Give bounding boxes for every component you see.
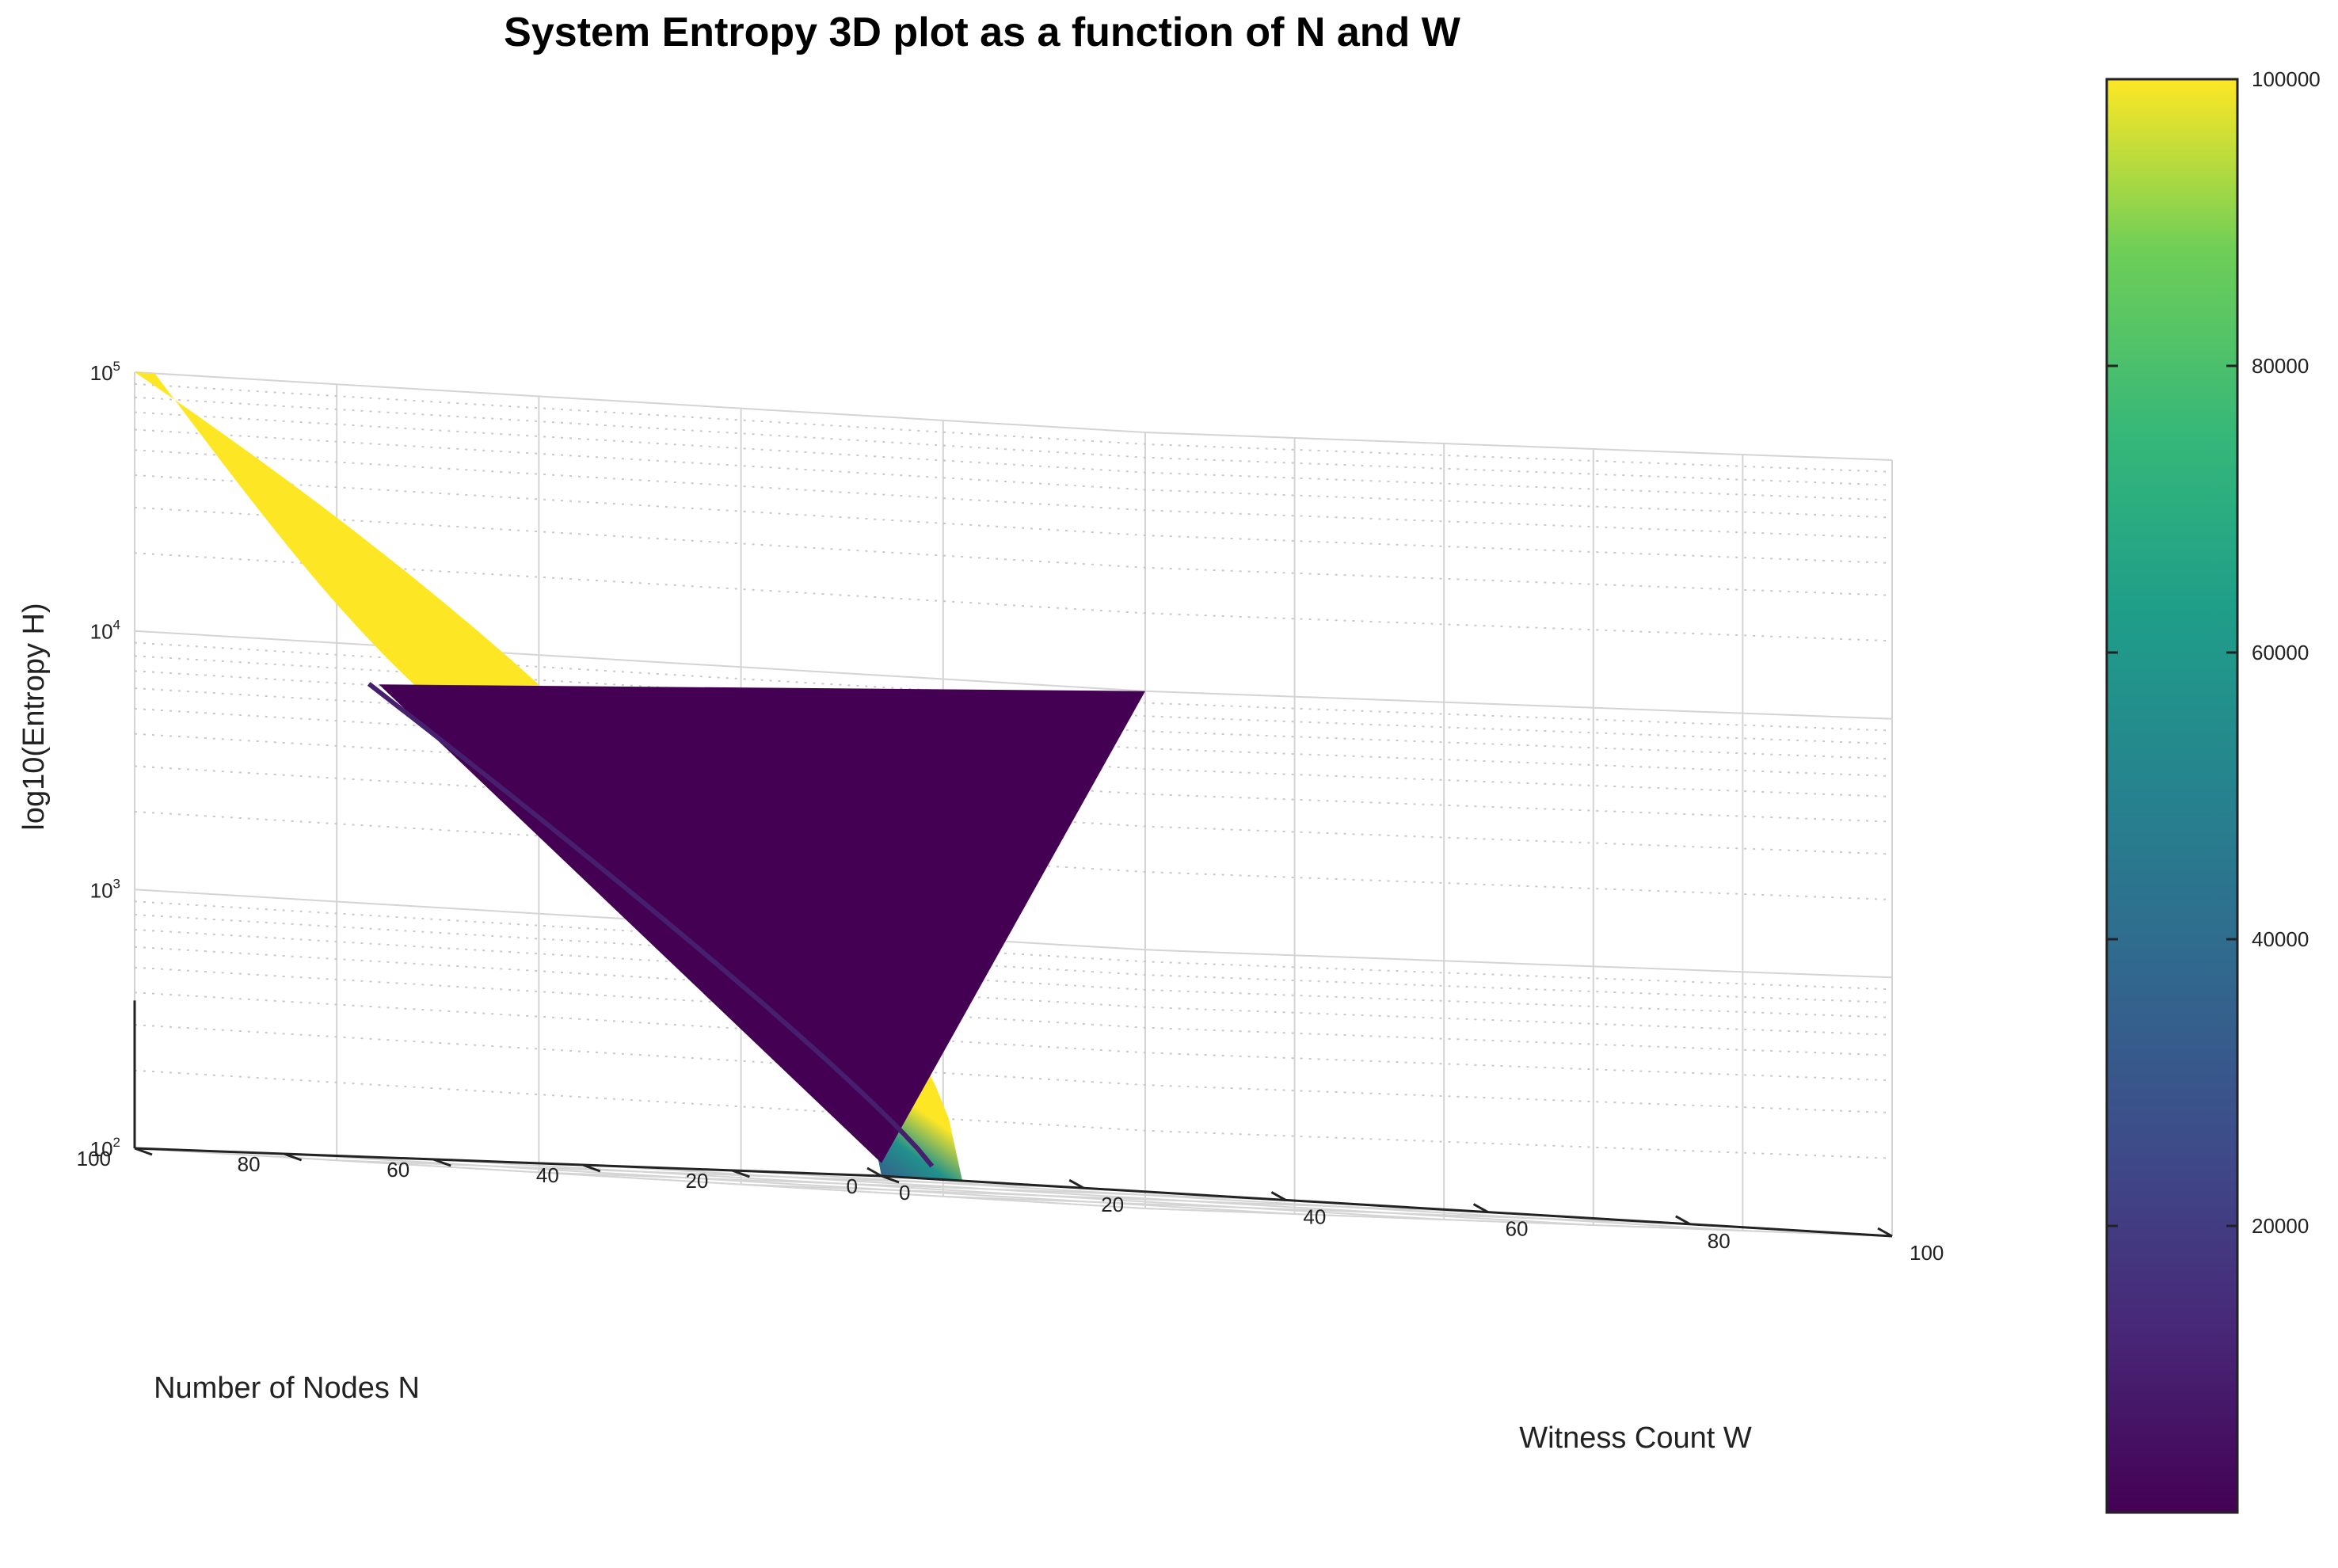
wall-minor-line	[134, 811, 1893, 900]
wall-minor-line	[134, 708, 1893, 797]
wall-minor-line	[134, 474, 1893, 564]
n-tick-label: 0	[847, 1174, 858, 1198]
wall-minor-line	[134, 655, 1893, 745]
z-tick-exponent: 4	[113, 618, 120, 633]
wall-minor-line	[134, 928, 1893, 1018]
w-tick-label: 40	[1303, 1205, 1326, 1228]
wall-minor-line	[134, 411, 1893, 501]
colorbar-gradient	[2105, 78, 2239, 1514]
n-tick-label: 100	[77, 1147, 111, 1170]
w-tick-label: 20	[1101, 1193, 1124, 1216]
colorbar-tick-label: 100000	[2252, 67, 2321, 91]
z-tick-label: 103	[90, 876, 120, 902]
n-tick-label: 40	[536, 1163, 559, 1187]
n-axis-line	[134, 1147, 882, 1178]
colorbar-tick-label: 20000	[2252, 1214, 2309, 1238]
wall-minor-line	[134, 946, 1893, 1036]
colorbar-tick-label: 40000	[2252, 927, 2309, 951]
wall-minor-line	[134, 1069, 1893, 1159]
floor-grid-line-n	[732, 1170, 1743, 1231]
colorbar: 20000 40000 60000 80000 100000	[2105, 67, 2321, 1514]
n-tick	[284, 1152, 303, 1162]
wall-minor-line	[134, 396, 1893, 486]
wall-minor-line	[134, 506, 1893, 596]
wall-minor-line	[134, 914, 1893, 1003]
z-tick-exponent: 3	[113, 876, 120, 891]
wall-minor-line	[134, 641, 1893, 732]
w-tick	[1068, 1178, 1084, 1189]
wall-minor-line	[134, 670, 1893, 760]
wall-minor-line	[134, 1024, 1893, 1114]
z-tick-exponent: 2	[113, 1135, 120, 1150]
w-tick	[1877, 1227, 1893, 1238]
w-tick	[1270, 1191, 1287, 1201]
n-tick	[134, 1147, 153, 1156]
wall-minor-line	[134, 733, 1893, 823]
w-tick-label: 80	[1708, 1229, 1731, 1253]
colorbar-tick-label: 60000	[2252, 641, 2309, 664]
surface-layer	[135, 372, 1145, 1182]
wall-minor-line	[134, 552, 1893, 642]
colorbar-tick-label: 80000	[2252, 354, 2309, 378]
n-tick-label: 20	[685, 1169, 708, 1193]
wall-minor-line	[134, 687, 1893, 778]
w-tick	[1472, 1203, 1489, 1213]
floor-grid-line-n	[582, 1164, 1594, 1226]
w-tick	[866, 1166, 882, 1178]
z-tick-label: 105	[90, 359, 120, 385]
n-tick	[881, 1174, 900, 1184]
wall-minor-line	[134, 449, 1893, 539]
x-axis-label: Witness Count W	[1519, 1421, 1752, 1455]
wall-minor-line	[134, 428, 1893, 519]
w-tick-label: 100	[1910, 1241, 1944, 1265]
wall-minor-line	[134, 991, 1893, 1082]
grid-layer	[134, 371, 1893, 1237]
n-tick	[731, 1169, 750, 1178]
w-axis-line	[881, 1174, 1893, 1238]
wall-minor-line	[134, 382, 1893, 473]
n-tick	[582, 1163, 601, 1173]
wall-decade-line	[134, 371, 1893, 461]
surface-spine	[367, 682, 935, 1168]
n-tick-label: 60	[386, 1158, 409, 1182]
y-axis-label: Number of Nodes N	[154, 1372, 420, 1405]
z-tick-exponent: 5	[113, 359, 120, 374]
chart-title: System Entropy 3D plot as a function of …	[504, 10, 1461, 55]
wall-minor-line	[134, 900, 1893, 991]
w-tick	[1675, 1215, 1691, 1226]
axes-layer	[133, 1000, 1893, 1238]
n-tick-label: 80	[238, 1152, 261, 1176]
wall-minor-line	[134, 765, 1893, 855]
labels-layer: 020406080100020406080100102103104105Syst…	[17, 10, 1944, 1455]
z-axis-label: log10(Entropy H)	[17, 603, 51, 830]
w-tick-label: 60	[1506, 1217, 1529, 1241]
wall-minor-line	[134, 966, 1893, 1056]
surface-dark-sheet	[379, 684, 1145, 1163]
n-tick	[432, 1158, 451, 1167]
wall-decade-line	[134, 1147, 1893, 1237]
z-tick-label: 104	[90, 618, 120, 644]
floor-grid-line-n	[284, 1153, 1295, 1215]
w-tick-label: 0	[899, 1181, 910, 1205]
wall-decade-line	[134, 889, 1893, 979]
z-tick-label: 102	[90, 1135, 120, 1161]
